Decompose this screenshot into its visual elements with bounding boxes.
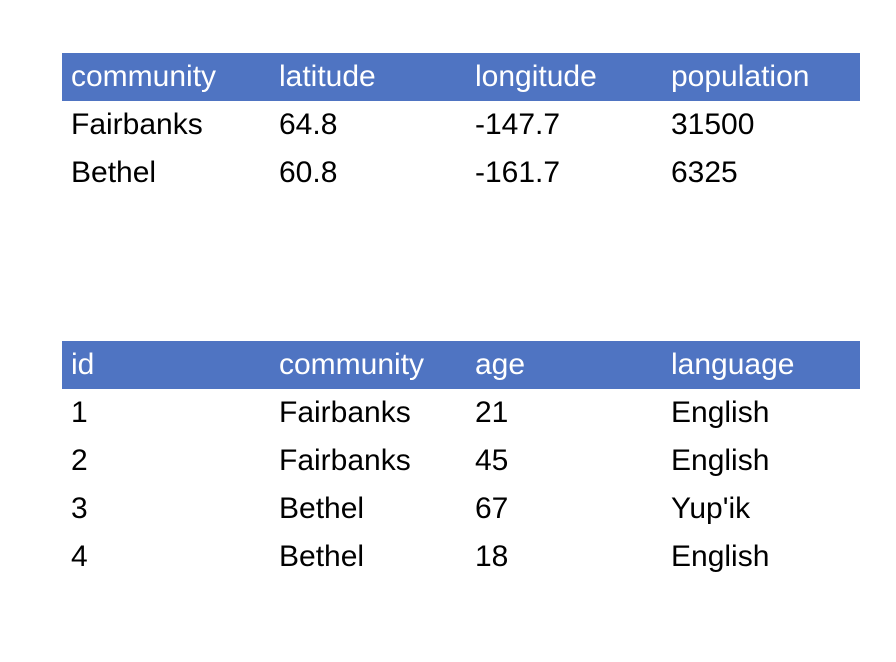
cell-population: 31500 — [671, 108, 755, 141]
cell-id: 1 — [71, 396, 88, 429]
table-row: 3 Bethel 67 Yup'ik — [62, 485, 860, 533]
cell-id: 4 — [71, 540, 88, 573]
table-header-row: community latitude longitude population — [62, 53, 860, 101]
cell-community: Fairbanks — [71, 108, 203, 141]
column-header-language: language — [662, 341, 860, 389]
cell-id: 3 — [71, 492, 88, 525]
column-header-community: community — [270, 341, 466, 389]
table-row: Bethel 60.8 -161.7 6325 — [62, 149, 860, 197]
cell-language: English — [671, 540, 770, 573]
cell-longitude: -147.7 — [475, 108, 561, 141]
cell-language: Yup'ik — [671, 492, 751, 525]
cell-community: Bethel — [71, 156, 157, 189]
cell-age: 67 — [475, 492, 509, 525]
cell-longitude: -161.7 — [475, 156, 561, 189]
people-table: id community age language 1 Fairbanks 21… — [62, 341, 860, 581]
column-header-latitude: latitude — [270, 53, 466, 101]
cell-age: 18 — [475, 540, 509, 573]
cell-id: 2 — [71, 444, 88, 477]
table-header-row: id community age language — [62, 341, 860, 389]
cell-community: Fairbanks — [279, 444, 411, 477]
cell-latitude: 60.8 — [279, 156, 338, 189]
table-row: 4 Bethel 18 English — [62, 533, 860, 581]
column-header-community: community — [62, 53, 270, 101]
column-header-longitude: longitude — [466, 53, 662, 101]
column-header-population: population — [662, 53, 860, 101]
cell-language: English — [671, 396, 770, 429]
table-row: 2 Fairbanks 45 English — [62, 437, 860, 485]
cell-latitude: 64.8 — [279, 108, 338, 141]
column-header-id: id — [62, 341, 270, 389]
cell-community: Bethel — [279, 540, 365, 573]
cell-language: English — [671, 444, 770, 477]
cell-community: Fairbanks — [279, 396, 411, 429]
cell-age: 45 — [475, 444, 509, 477]
communities-table: community latitude longitude population … — [62, 53, 860, 197]
column-header-age: age — [466, 341, 662, 389]
table-row: Fairbanks 64.8 -147.7 31500 — [62, 101, 860, 149]
cell-population: 6325 — [671, 156, 738, 189]
cell-community: Bethel — [279, 492, 365, 525]
cell-age: 21 — [475, 396, 509, 429]
table-row: 1 Fairbanks 21 English — [62, 389, 860, 437]
